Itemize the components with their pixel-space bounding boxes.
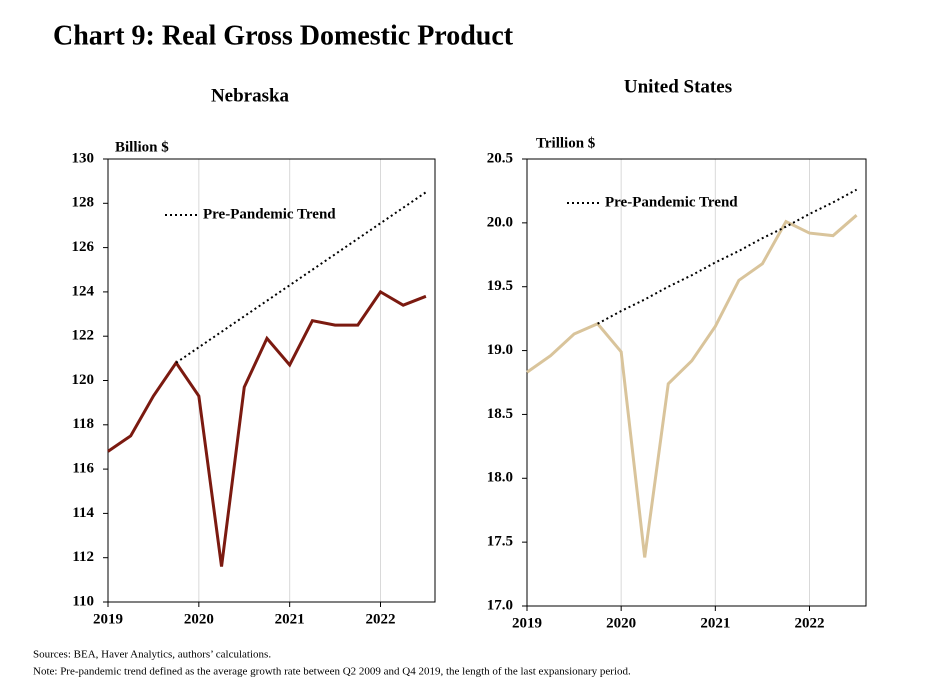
chart-title: Nebraska [211, 85, 290, 106]
x-tick-label: 2020 [606, 615, 636, 631]
line-series [107, 289, 427, 567]
y-tick-label: 114 [72, 505, 94, 521]
plot-frame [526, 158, 867, 607]
x-tick-label: 2019 [93, 611, 123, 627]
line-series [526, 214, 858, 558]
y-tick-label: 124 [72, 283, 95, 299]
y-tick-label: 19.0 [487, 342, 513, 358]
x-tick-label: 2021 [275, 611, 305, 627]
line-series [175, 191, 427, 364]
y-tick-label: 120 [72, 372, 95, 388]
y-tick-label: 18.5 [487, 406, 513, 422]
y-tick-label: 18.0 [487, 470, 513, 486]
note: Note: Pre-pandemic trend defined as the … [33, 666, 631, 678]
y-tick-label: 112 [72, 549, 94, 565]
y-tick-label: 118 [72, 416, 94, 432]
line-series [597, 188, 858, 325]
legend-label: Pre-Pandemic Trend [605, 194, 738, 210]
x-tick-label: 2021 [700, 615, 730, 631]
page-title: Chart 9: Real Gross Domestic Product [53, 20, 514, 51]
y-axis-label: Billion $ [115, 139, 169, 155]
y-tick-label: 17.5 [487, 534, 513, 550]
y-tick-label: 20.0 [487, 214, 513, 230]
sources: Sources: BEA, Haver Analytics, authors’ … [33, 649, 271, 661]
y-tick-label: 19.5 [487, 278, 513, 294]
y-tick-label: 122 [72, 328, 95, 344]
y-tick-label: 110 [72, 593, 94, 609]
legend-label: Pre-Pandemic Trend [203, 206, 336, 222]
plot-frame [107, 158, 436, 603]
y-axis-label: Trillion $ [536, 135, 596, 151]
chart-title: United States [624, 76, 732, 97]
y-tick-label: 128 [72, 195, 95, 211]
y-tick-label: 17.0 [487, 597, 513, 613]
y-tick-label: 130 [72, 150, 95, 166]
y-tick-label: 126 [72, 239, 95, 255]
y-tick-label: 20.5 [487, 150, 513, 166]
x-tick-label: 2020 [184, 611, 214, 627]
x-tick-label: 2022 [366, 611, 396, 627]
x-tick-label: 2022 [795, 615, 825, 631]
y-tick-label: 116 [72, 461, 94, 477]
x-tick-label: 2019 [512, 615, 542, 631]
